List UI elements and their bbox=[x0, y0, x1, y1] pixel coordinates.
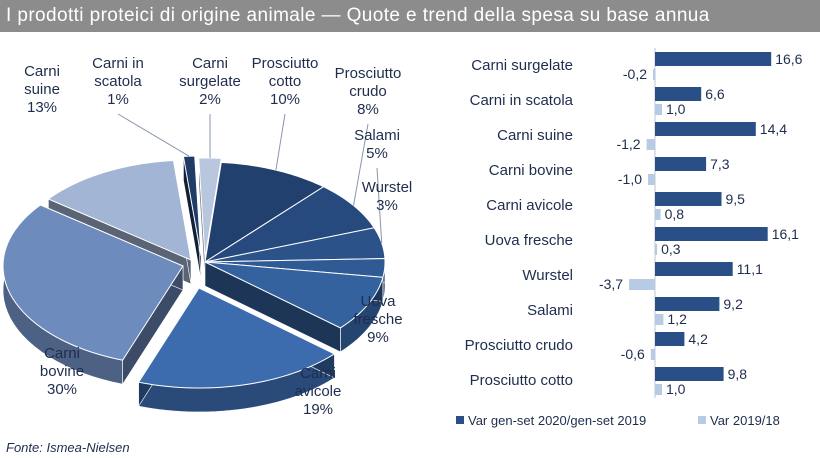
bar-value-label: 4,2 bbox=[688, 331, 708, 347]
pie-slice-carni-bovine bbox=[2, 204, 184, 361]
bar-category-label: Uova fresche bbox=[485, 232, 573, 249]
pie-slice-carni-surgelate bbox=[198, 157, 222, 259]
pie-slice-carni-suine bbox=[47, 159, 192, 261]
bar-value-label: 1,2 bbox=[667, 311, 687, 327]
bar-series-1 bbox=[655, 87, 702, 101]
bar-value-label: 16,6 bbox=[775, 51, 802, 67]
bar-value-label: 1,0 bbox=[666, 381, 686, 397]
bar-category-label: Carni in scatola bbox=[470, 92, 574, 109]
bar-value-label: 0,8 bbox=[665, 206, 685, 222]
pie-slice-uova-fresche bbox=[204, 261, 384, 329]
bar-series-2 bbox=[648, 174, 655, 185]
bar-category-label: Wurstel bbox=[522, 267, 573, 284]
bar-category-label: Salami bbox=[527, 302, 573, 319]
bar-series-1 bbox=[655, 192, 722, 206]
pie-label: Carni in scatola 1% bbox=[92, 55, 144, 108]
bar-category-label: Carni suine bbox=[497, 127, 573, 144]
pie-label: Salami 5% bbox=[354, 127, 400, 162]
pie-label: Wurstel 3% bbox=[362, 179, 413, 214]
bar-series-2 bbox=[653, 69, 655, 80]
bar-category-label: Prosciutto cotto bbox=[470, 372, 573, 389]
bar-value-label: -1,0 bbox=[618, 171, 642, 187]
pie-label: Carni bovine 30% bbox=[40, 345, 84, 398]
bar-series-2 bbox=[650, 349, 655, 360]
bar-series-2 bbox=[655, 209, 661, 220]
bar-value-label: 0,3 bbox=[661, 241, 681, 257]
bar-value-label: -1,2 bbox=[616, 136, 640, 152]
bar-series-1 bbox=[655, 367, 724, 381]
bar-value-label: 9,8 bbox=[728, 366, 748, 382]
pie-label: Uova fresche 9% bbox=[353, 293, 402, 346]
bar-series-1 bbox=[655, 227, 768, 241]
bar-value-label: -0,6 bbox=[621, 346, 645, 362]
bar-series-2 bbox=[655, 104, 662, 115]
bar-series-1 bbox=[655, 262, 733, 276]
bar-series-1 bbox=[655, 52, 772, 66]
bar-value-label: 7,3 bbox=[710, 156, 730, 172]
page-title: I prodotti proteici di origine animale —… bbox=[0, 0, 820, 32]
bar-chart: Carni surgelate 16,6 -0,2 Carni in scatola 6… bbox=[465, 48, 803, 398]
bar-series-2 bbox=[655, 314, 664, 325]
bar-category-label: Carni surgelate bbox=[471, 57, 573, 74]
pie-label: Carni surgelate 2% bbox=[179, 55, 241, 108]
legend: Var gen-set 2020/gen-set 2019 Var 2019/18 bbox=[456, 413, 780, 428]
pie-leader-line bbox=[353, 123, 369, 206]
bar-value-label: -3,7 bbox=[599, 276, 623, 292]
bar-value-label: 9,2 bbox=[723, 296, 743, 312]
bar-series-1 bbox=[655, 157, 707, 171]
legend-swatch bbox=[698, 416, 706, 424]
bar-value-label: 1,0 bbox=[666, 101, 686, 117]
pie-chart: Carni surgelate 2%Prosciutto cotto 10% Prosci… bbox=[2, 55, 413, 418]
source-note: Fonte: Ismea-Nielsen bbox=[6, 440, 130, 455]
pie-slice-carni-avicole bbox=[137, 287, 336, 389]
bar-series-1 bbox=[655, 332, 685, 346]
legend-label: Var gen-set 2020/gen-set 2019 bbox=[468, 413, 646, 428]
pie-leader-line bbox=[376, 167, 383, 243]
bar-category-label: Prosciutto crudo bbox=[465, 337, 573, 354]
pie-leader-line bbox=[117, 113, 190, 157]
bar-category-label: Carni bovine bbox=[489, 162, 573, 179]
bar-series-1 bbox=[655, 122, 756, 136]
pie-slice-wurstel bbox=[204, 258, 386, 278]
pie-label: Carni suine 13% bbox=[24, 63, 60, 116]
legend-swatch bbox=[456, 416, 464, 424]
pie-label: Prosciutto crudo 8% bbox=[335, 65, 402, 118]
bar-series-2 bbox=[646, 139, 655, 150]
bar-value-label: 11,1 bbox=[737, 261, 763, 277]
pie-slice-carni-in-scatola bbox=[182, 155, 202, 257]
bar-value-label: 9,5 bbox=[726, 191, 746, 207]
bar-series-2 bbox=[655, 244, 658, 255]
legend-label: Var 2019/18 bbox=[710, 413, 780, 428]
pie-leader-line bbox=[275, 113, 286, 171]
bar-series-1 bbox=[655, 297, 720, 311]
bar-value-label: 16,1 bbox=[772, 226, 799, 242]
bar-value-label: 6,6 bbox=[705, 86, 725, 102]
bar-series-2 bbox=[629, 279, 655, 290]
bar-value-label: -0,2 bbox=[623, 66, 647, 82]
bar-series-2 bbox=[655, 384, 662, 395]
bar-category-label: Carni avicole bbox=[486, 197, 573, 214]
pie-label: Prosciutto cotto 10% bbox=[252, 55, 319, 108]
bar-value-label: 14,4 bbox=[760, 121, 787, 137]
pie-label: Carni avicole 19% bbox=[295, 365, 342, 418]
